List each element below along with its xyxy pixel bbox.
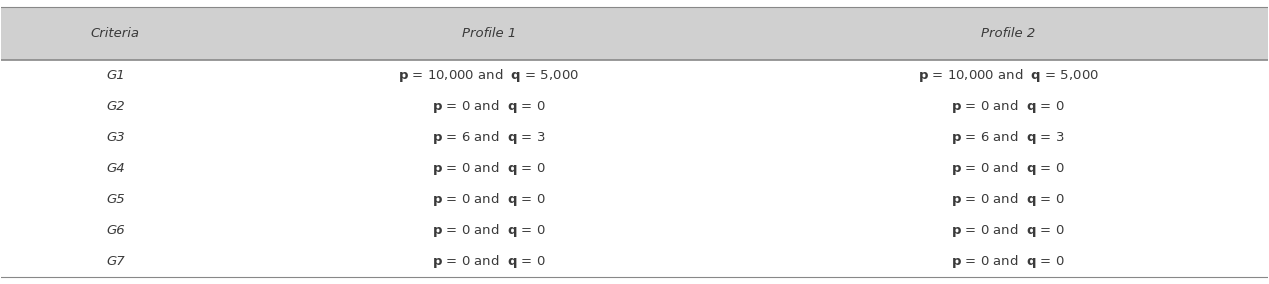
Text: G2: G2	[107, 100, 124, 113]
Text: Profile 2: Profile 2	[981, 27, 1036, 40]
Text: G3: G3	[107, 131, 124, 144]
Text: $\mathbf{p}$ = 0 and  $\mathbf{q}$ = 0: $\mathbf{p}$ = 0 and $\mathbf{q}$ = 0	[952, 160, 1065, 177]
Text: G4: G4	[107, 162, 124, 175]
Text: G7: G7	[107, 255, 124, 268]
Text: Criteria: Criteria	[91, 27, 140, 40]
Text: $\mathbf{p}$ = 6 and  $\mathbf{q}$ = 3: $\mathbf{p}$ = 6 and $\mathbf{q}$ = 3	[952, 129, 1065, 146]
Text: $\mathbf{p}$ = 0 and  $\mathbf{q}$ = 0: $\mathbf{p}$ = 0 and $\mathbf{q}$ = 0	[433, 253, 546, 270]
Text: $\mathbf{p}$ = 0 and  $\mathbf{q}$ = 0: $\mathbf{p}$ = 0 and $\mathbf{q}$ = 0	[433, 98, 546, 115]
Text: G6: G6	[107, 224, 124, 237]
Text: $\mathbf{p}$ = 6 and  $\mathbf{q}$ = 3: $\mathbf{p}$ = 6 and $\mathbf{q}$ = 3	[433, 129, 546, 146]
Text: $\mathbf{p}$ = 0 and  $\mathbf{q}$ = 0: $\mathbf{p}$ = 0 and $\mathbf{q}$ = 0	[952, 253, 1065, 270]
Text: $\mathbf{p}$ = 10,000 and  $\mathbf{q}$ = 5,000: $\mathbf{p}$ = 10,000 and $\mathbf{q}$ =…	[917, 67, 1099, 84]
Text: $\mathbf{p}$ = 0 and  $\mathbf{q}$ = 0: $\mathbf{p}$ = 0 and $\mathbf{q}$ = 0	[433, 160, 546, 177]
FancyBboxPatch shape	[1, 7, 1268, 60]
Text: $\mathbf{p}$ = 0 and  $\mathbf{q}$ = 0: $\mathbf{p}$ = 0 and $\mathbf{q}$ = 0	[952, 222, 1065, 239]
Text: $\mathbf{p}$ = 0 and  $\mathbf{q}$ = 0: $\mathbf{p}$ = 0 and $\mathbf{q}$ = 0	[952, 191, 1065, 208]
Text: $\mathbf{p}$ = 10,000 and  $\mathbf{q}$ = 5,000: $\mathbf{p}$ = 10,000 and $\mathbf{q}$ =…	[398, 67, 580, 84]
Text: $\mathbf{p}$ = 0 and  $\mathbf{q}$ = 0: $\mathbf{p}$ = 0 and $\mathbf{q}$ = 0	[433, 222, 546, 239]
Text: Profile 1: Profile 1	[462, 27, 516, 40]
Text: $\mathbf{p}$ = 0 and  $\mathbf{q}$ = 0: $\mathbf{p}$ = 0 and $\mathbf{q}$ = 0	[952, 98, 1065, 115]
Text: $\mathbf{p}$ = 0 and  $\mathbf{q}$ = 0: $\mathbf{p}$ = 0 and $\mathbf{q}$ = 0	[433, 191, 546, 208]
Text: G1: G1	[107, 69, 124, 82]
Text: G5: G5	[107, 193, 124, 206]
